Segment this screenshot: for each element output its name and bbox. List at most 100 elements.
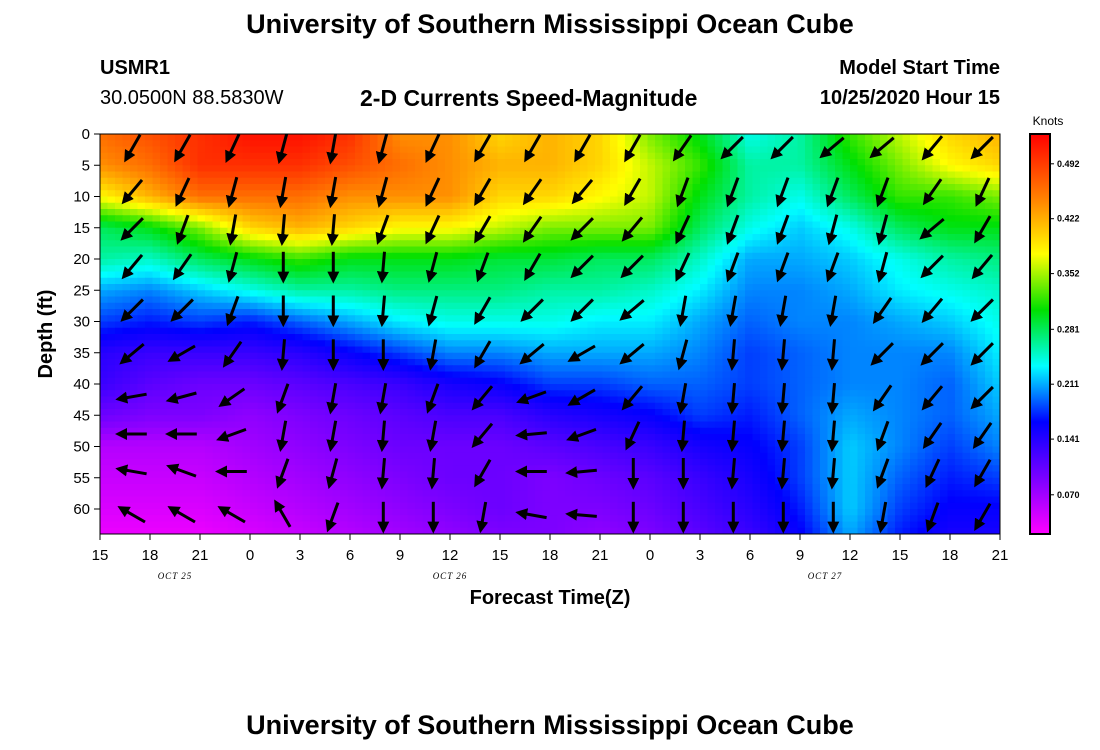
heatmap-cell xyxy=(917,277,926,285)
heatmap-cell xyxy=(505,140,514,148)
heatmap-cell xyxy=(310,371,319,379)
heatmap-cell xyxy=(340,265,349,273)
heatmap-cell xyxy=(265,159,274,166)
heatmap-cell xyxy=(430,209,439,216)
heatmap-cell xyxy=(662,252,671,260)
heatmap-cell xyxy=(812,365,821,373)
heatmap-cell xyxy=(865,284,874,291)
heatmap-cell xyxy=(985,152,994,160)
heatmap-cell xyxy=(385,259,394,266)
heatmap-cell xyxy=(497,221,506,229)
heatmap-cell xyxy=(677,284,686,291)
heatmap-cell xyxy=(347,296,356,304)
heatmap-cell xyxy=(167,265,176,273)
heatmap-cell xyxy=(850,334,859,341)
heatmap-cell xyxy=(370,271,379,279)
heatmap-cell xyxy=(775,134,784,141)
heatmap-cell xyxy=(820,334,829,341)
heatmap-cell xyxy=(685,371,694,379)
heatmap-cell xyxy=(190,277,199,285)
heatmap-cell xyxy=(917,315,926,323)
heatmap-cell xyxy=(182,190,191,198)
heatmap-cell xyxy=(167,302,176,310)
heatmap-cell xyxy=(385,140,394,148)
heatmap-cell xyxy=(340,227,349,235)
heatmap-cell xyxy=(820,196,829,204)
heatmap-cell xyxy=(460,215,469,223)
heatmap-cell xyxy=(602,334,611,341)
heatmap-cell xyxy=(137,171,146,179)
heatmap-cell xyxy=(437,377,446,385)
heatmap-cell xyxy=(910,240,919,248)
heatmap-cell xyxy=(902,146,911,154)
heatmap-cell xyxy=(317,246,326,254)
heatmap-cell xyxy=(692,190,701,198)
heatmap-cell xyxy=(212,227,221,235)
heatmap-cell xyxy=(865,184,874,191)
heatmap-cell xyxy=(340,146,349,154)
heatmap-cell xyxy=(295,234,304,241)
heatmap-cell xyxy=(557,152,566,160)
heatmap-cell xyxy=(430,202,439,210)
heatmap-cell xyxy=(347,359,356,366)
heatmap-cell xyxy=(490,221,499,229)
heatmap-cell xyxy=(377,159,386,166)
heatmap-cell xyxy=(670,334,679,341)
heatmap-cell xyxy=(190,315,199,323)
heatmap-cell xyxy=(887,146,896,154)
heatmap-cell xyxy=(415,159,424,166)
heatmap-cell xyxy=(100,221,109,229)
heatmap-cell xyxy=(715,377,724,385)
heatmap-cell xyxy=(685,321,694,329)
heatmap-cell xyxy=(865,334,874,341)
heatmap-cell xyxy=(535,171,544,179)
heatmap-cell xyxy=(647,359,656,366)
heatmap-cell xyxy=(677,221,686,229)
heatmap-cell xyxy=(565,365,574,373)
heatmap-cell xyxy=(392,165,401,173)
heatmap-cell xyxy=(797,290,806,298)
heatmap-cell xyxy=(805,209,814,216)
heatmap-cell xyxy=(497,134,506,141)
heatmap-cell xyxy=(377,340,386,348)
heatmap-cell xyxy=(302,165,311,173)
heatmap-cell xyxy=(790,346,799,354)
heatmap-cell xyxy=(512,377,521,385)
heatmap-cell xyxy=(692,209,701,216)
heatmap-cell xyxy=(310,384,319,391)
heatmap-cell xyxy=(902,346,911,354)
heatmap-cell xyxy=(362,371,371,379)
heatmap-cell xyxy=(392,290,401,298)
heatmap-cell xyxy=(197,352,206,360)
heatmap-cell xyxy=(325,190,334,198)
heatmap-cell xyxy=(505,259,514,266)
heatmap-cell xyxy=(880,371,889,379)
heatmap-cell xyxy=(295,184,304,191)
heatmap-cell xyxy=(632,171,641,179)
heatmap-cell xyxy=(235,240,244,248)
heatmap-cell xyxy=(497,259,506,266)
heatmap-cell xyxy=(122,277,131,285)
heatmap-cell xyxy=(302,134,311,141)
heatmap-cell xyxy=(947,227,956,235)
heatmap-cell xyxy=(677,209,686,216)
heatmap-cell xyxy=(257,327,266,335)
heatmap-cell xyxy=(512,252,521,260)
heatmap-cell xyxy=(467,190,476,198)
heatmap-cell xyxy=(865,171,874,179)
heatmap-cell xyxy=(902,309,911,316)
heatmap-cell xyxy=(452,240,461,248)
heatmap-cell xyxy=(812,152,821,160)
heatmap-cell xyxy=(610,221,619,229)
heatmap-cell xyxy=(385,146,394,154)
heatmap-cell xyxy=(527,215,536,223)
heatmap-cell xyxy=(550,209,559,216)
heatmap-cell xyxy=(475,215,484,223)
heatmap-cell xyxy=(985,202,994,210)
heatmap-cell xyxy=(467,215,476,223)
heatmap-cell xyxy=(970,140,979,148)
heatmap-cell xyxy=(670,377,679,385)
heatmap-cell xyxy=(467,377,476,385)
heatmap-cell xyxy=(932,371,941,379)
heatmap-cell xyxy=(647,196,656,204)
